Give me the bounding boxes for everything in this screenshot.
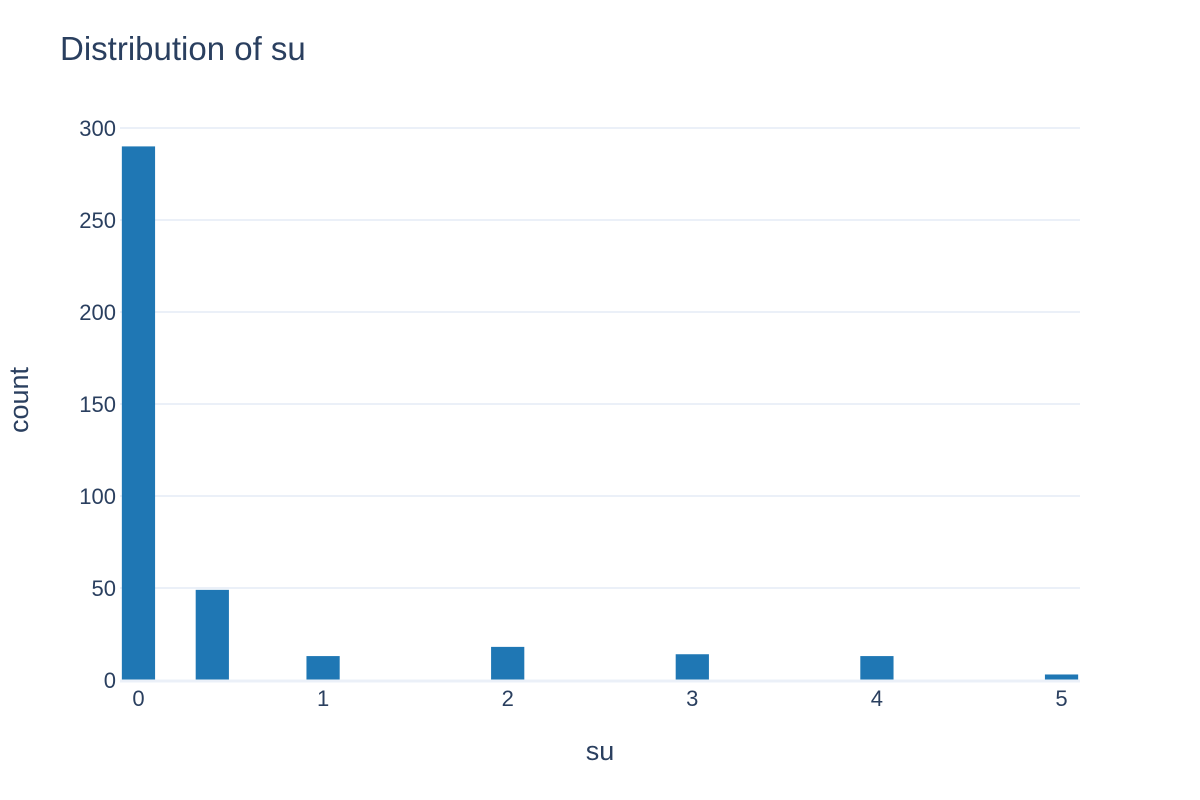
bar bbox=[121, 146, 156, 680]
y-tick-label: 0 bbox=[104, 668, 116, 693]
chart-title: Distribution of su bbox=[60, 30, 306, 67]
x-tick-label: 3 bbox=[686, 686, 698, 711]
y-tick-labels: 0 50 100 150 200 250 300 bbox=[79, 116, 116, 693]
y-tick-label: 250 bbox=[79, 208, 116, 233]
y-tick-label: 200 bbox=[79, 300, 116, 325]
x-tick-label: 2 bbox=[502, 686, 514, 711]
y-tick-label: 150 bbox=[79, 392, 116, 417]
y-axis-title: count bbox=[4, 366, 34, 433]
bar bbox=[675, 654, 709, 680]
bar bbox=[306, 656, 340, 680]
y-gridlines bbox=[120, 127, 1080, 589]
x-axis-title: su bbox=[586, 736, 615, 766]
x-tick-label: 4 bbox=[871, 686, 883, 711]
bar bbox=[491, 646, 525, 680]
y-tick-label: 100 bbox=[79, 484, 116, 509]
y-tick-label: 50 bbox=[92, 576, 116, 601]
y-tick-label: 300 bbox=[79, 116, 116, 141]
bar bbox=[860, 656, 894, 680]
x-tick-label: 0 bbox=[132, 686, 144, 711]
bar bbox=[1044, 674, 1079, 680]
x-tick-label: 1 bbox=[317, 686, 329, 711]
x-tick-labels: 0 1 2 3 4 5 bbox=[132, 686, 1067, 711]
bars bbox=[121, 146, 1079, 680]
bar bbox=[195, 589, 229, 680]
x-tick-label: 5 bbox=[1055, 686, 1067, 711]
